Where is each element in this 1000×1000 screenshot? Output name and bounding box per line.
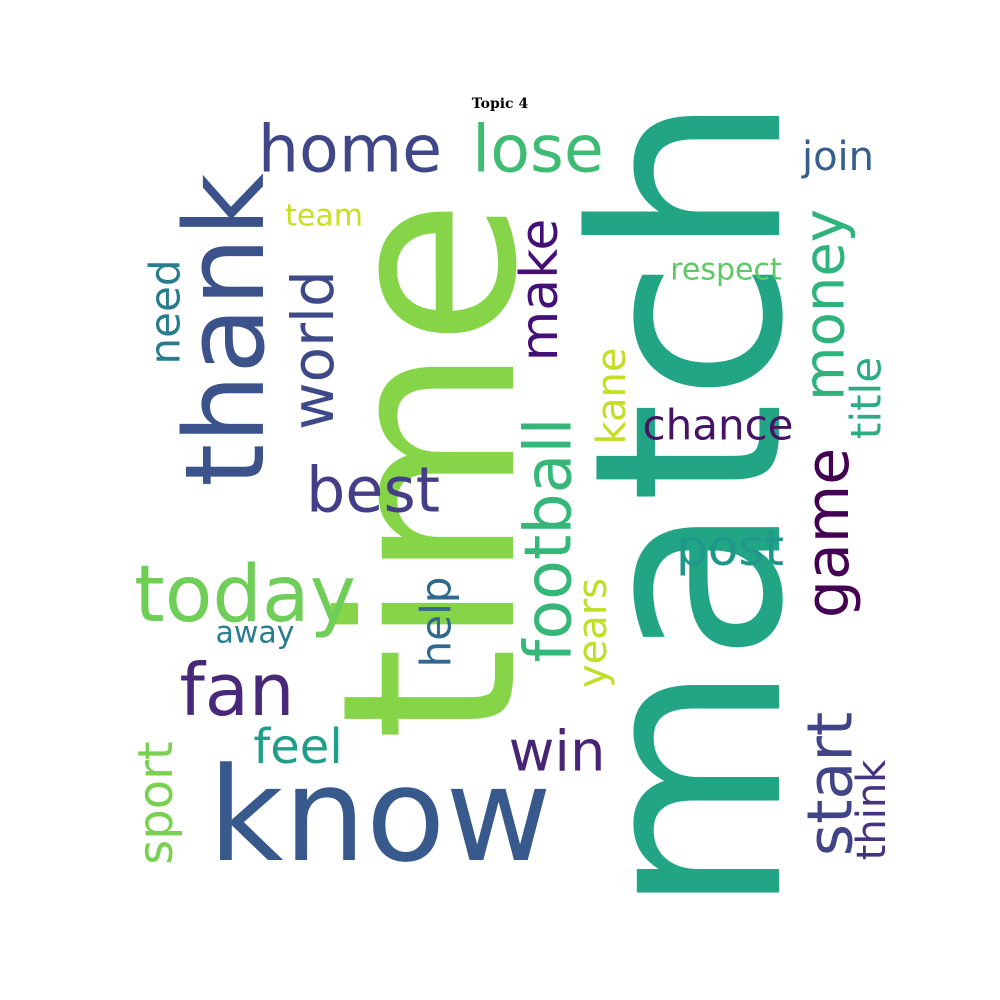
- word-respect: respect: [670, 253, 782, 288]
- word-world: world: [279, 270, 347, 430]
- word-feel: feel: [253, 719, 342, 775]
- word-know: know: [208, 739, 552, 891]
- word-away: away: [215, 616, 294, 651]
- word-game: game: [793, 448, 863, 618]
- word-fan: fan: [179, 648, 294, 732]
- word-money: money: [793, 209, 858, 401]
- word-match: match: [539, 94, 841, 916]
- word-make: make: [510, 219, 570, 362]
- word-years: years: [570, 578, 616, 688]
- word-sport: sport: [128, 741, 184, 864]
- word-need: need: [141, 260, 190, 365]
- word-start: start: [794, 712, 867, 856]
- word-win: win: [509, 720, 606, 785]
- word-team: team: [285, 199, 363, 234]
- word-thank: thank: [161, 173, 289, 487]
- word-join: join: [801, 134, 874, 180]
- word-help: help: [412, 577, 461, 668]
- word-football: football: [512, 417, 587, 662]
- word-today: today: [134, 550, 356, 640]
- word-post: post: [676, 519, 784, 577]
- word-time: time: [290, 199, 570, 741]
- word-kane: kane: [589, 348, 635, 445]
- word-think: think: [849, 759, 895, 861]
- chart-title: Topic 4: [471, 96, 529, 112]
- word-home: home: [258, 113, 442, 188]
- word-chance: chance: [643, 401, 794, 450]
- word-title: title: [842, 357, 891, 439]
- word-lose: lose: [472, 113, 604, 188]
- word-best: best: [306, 454, 440, 527]
